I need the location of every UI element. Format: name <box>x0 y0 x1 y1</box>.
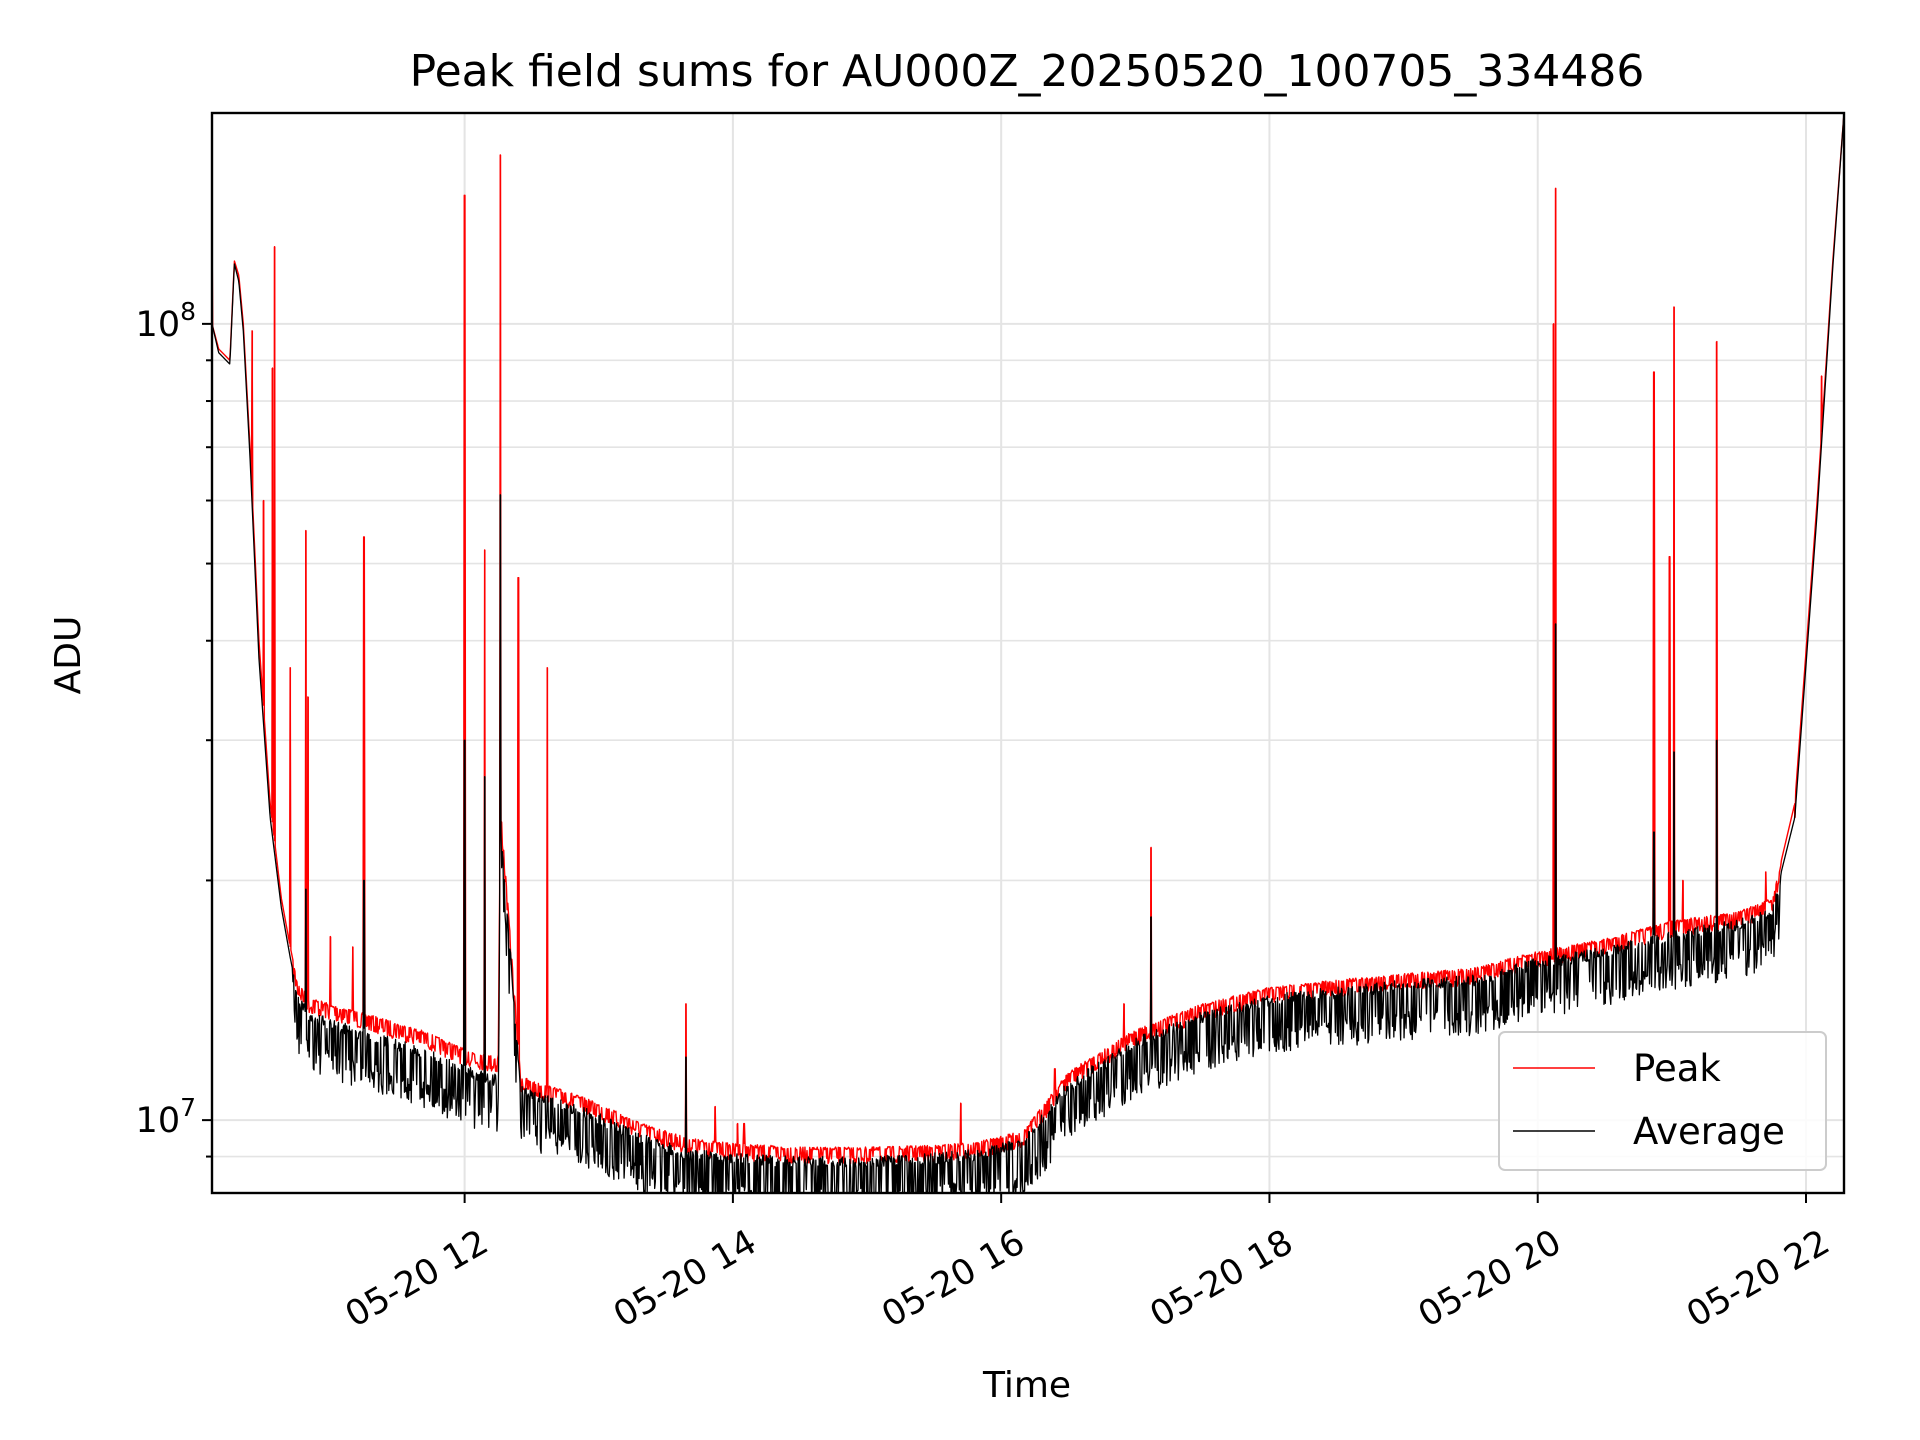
plot-area <box>212 113 1844 1193</box>
series-line-average <box>212 113 1844 1193</box>
x-axis-label: Time <box>982 1365 1071 1406</box>
legend-label-average: Average <box>1633 1110 1785 1153</box>
legend-label-peak: Peak <box>1633 1047 1721 1090</box>
legend-box <box>1498 1031 1827 1171</box>
legend: Peak Average <box>1498 1031 1827 1171</box>
plot-frame <box>210 111 1846 1195</box>
y-axis: 107 108 <box>136 297 212 1158</box>
chart-title: Peak field sums for AU000Z_20250520_1007… <box>410 46 1645 97</box>
y-tick-label: 108 <box>136 297 196 345</box>
y-tick-label: 107 <box>136 1093 196 1141</box>
y-axis-label: ADU <box>48 616 89 695</box>
